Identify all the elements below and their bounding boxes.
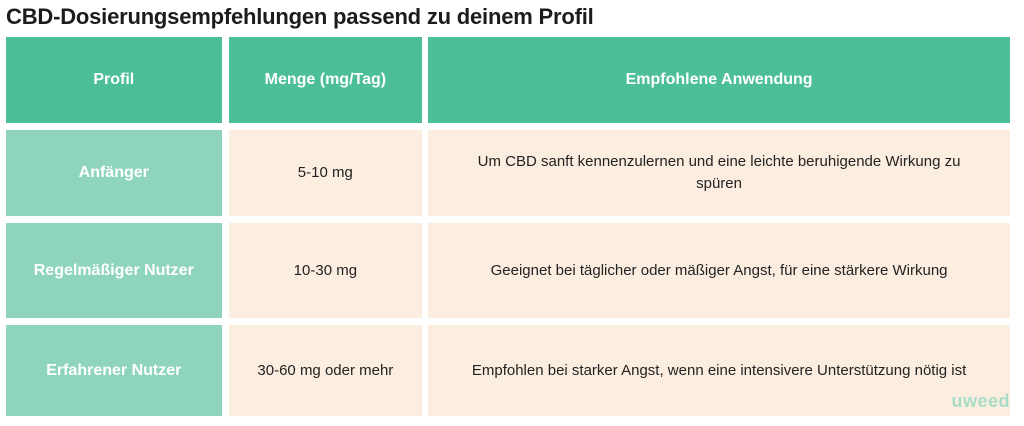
header-usage: Empfohlene Anwendung	[428, 37, 1010, 123]
header-profile: Profil	[6, 37, 222, 123]
dose-cell: 5-10 mg	[228, 130, 423, 216]
table-row: Regelmäßiger Nutzer 10-30 mg Geeignet be…	[6, 223, 1010, 318]
table-row: Erfahrener Nutzer 30-60 mg oder mehr Emp…	[6, 325, 1010, 416]
table-row: Anfänger 5-10 mg Um CBD sanft kennenzule…	[6, 130, 1010, 216]
header-dose: Menge (mg/Tag)	[228, 37, 423, 123]
dose-cell: 30-60 mg oder mehr	[228, 325, 423, 416]
usage-cell: Empfohlen bei starker Angst, wenn eine i…	[428, 325, 1010, 416]
table-header-row: Profil Menge (mg/Tag) Empfohlene Anwendu…	[6, 37, 1010, 123]
profile-cell: Regelmäßiger Nutzer	[6, 223, 222, 318]
dose-cell: 10-30 mg	[228, 223, 423, 318]
brand-logo: uweed	[951, 391, 1010, 411]
usage-cell: Geeignet bei täglicher oder mäßiger Angs…	[428, 223, 1010, 318]
usage-cell: Um CBD sanft kennenzulernen und eine lei…	[428, 130, 1010, 216]
profile-cell: Anfänger	[6, 130, 222, 216]
profile-cell: Erfahrener Nutzer	[6, 325, 222, 416]
dosage-table: Profil Menge (mg/Tag) Empfohlene Anwendu…	[6, 37, 1010, 416]
page-title: CBD-Dosierungsempfehlungen passend zu de…	[6, 4, 594, 29]
